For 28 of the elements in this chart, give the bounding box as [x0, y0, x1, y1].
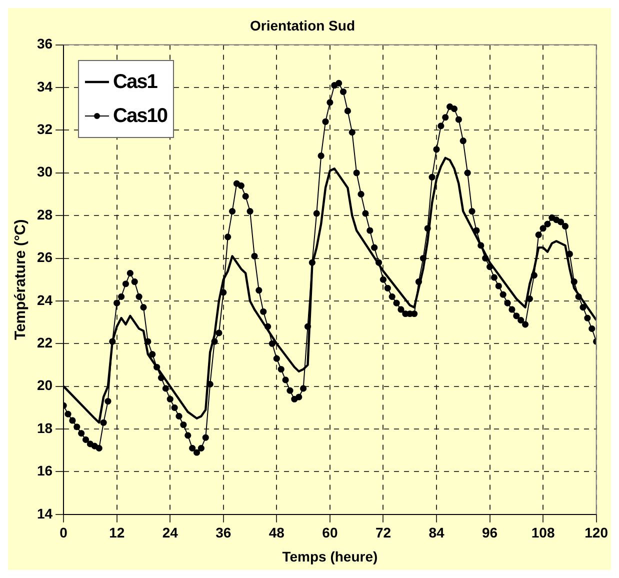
x-tick-label: 84 [428, 524, 444, 541]
y-tick-label: 28 [36, 206, 53, 222]
x-tick-label: 0 [60, 524, 68, 541]
y-tick-label: 24 [36, 292, 53, 308]
y-tick-label: 22 [36, 334, 53, 350]
x-tick-label: 120 [584, 524, 608, 541]
x-tick-label: 24 [162, 524, 178, 541]
x-tick-label: 48 [268, 524, 285, 541]
y-tick-label: 16 [36, 462, 53, 479]
x-axis-title: Temps (heure) [282, 548, 378, 564]
x-tick-label: 96 [482, 524, 498, 541]
y-axis-title: Température (°C) [12, 219, 30, 340]
x-tick-label: 12 [109, 524, 125, 541]
y-tick-label: 36 [36, 36, 53, 52]
x-tick-label: 72 [375, 524, 392, 541]
y-tick-label: 26 [36, 249, 53, 266]
y-tick-label: 34 [36, 78, 53, 94]
y-tick-label: 18 [36, 420, 53, 436]
x-tick-label: 108 [531, 524, 555, 541]
y-tick-label: 14 [36, 505, 53, 522]
y-tick-label: 20 [36, 377, 53, 394]
legend-label: Cas1 [113, 70, 157, 95]
y-tick-label: 30 [36, 164, 53, 180]
x-tick-label: 36 [216, 524, 232, 541]
legend-label: Cas10 [113, 104, 167, 129]
y-tick-label: 32 [36, 121, 53, 138]
chart-title: Orientation Sud [250, 17, 355, 34]
x-tick-label: 60 [322, 524, 338, 541]
